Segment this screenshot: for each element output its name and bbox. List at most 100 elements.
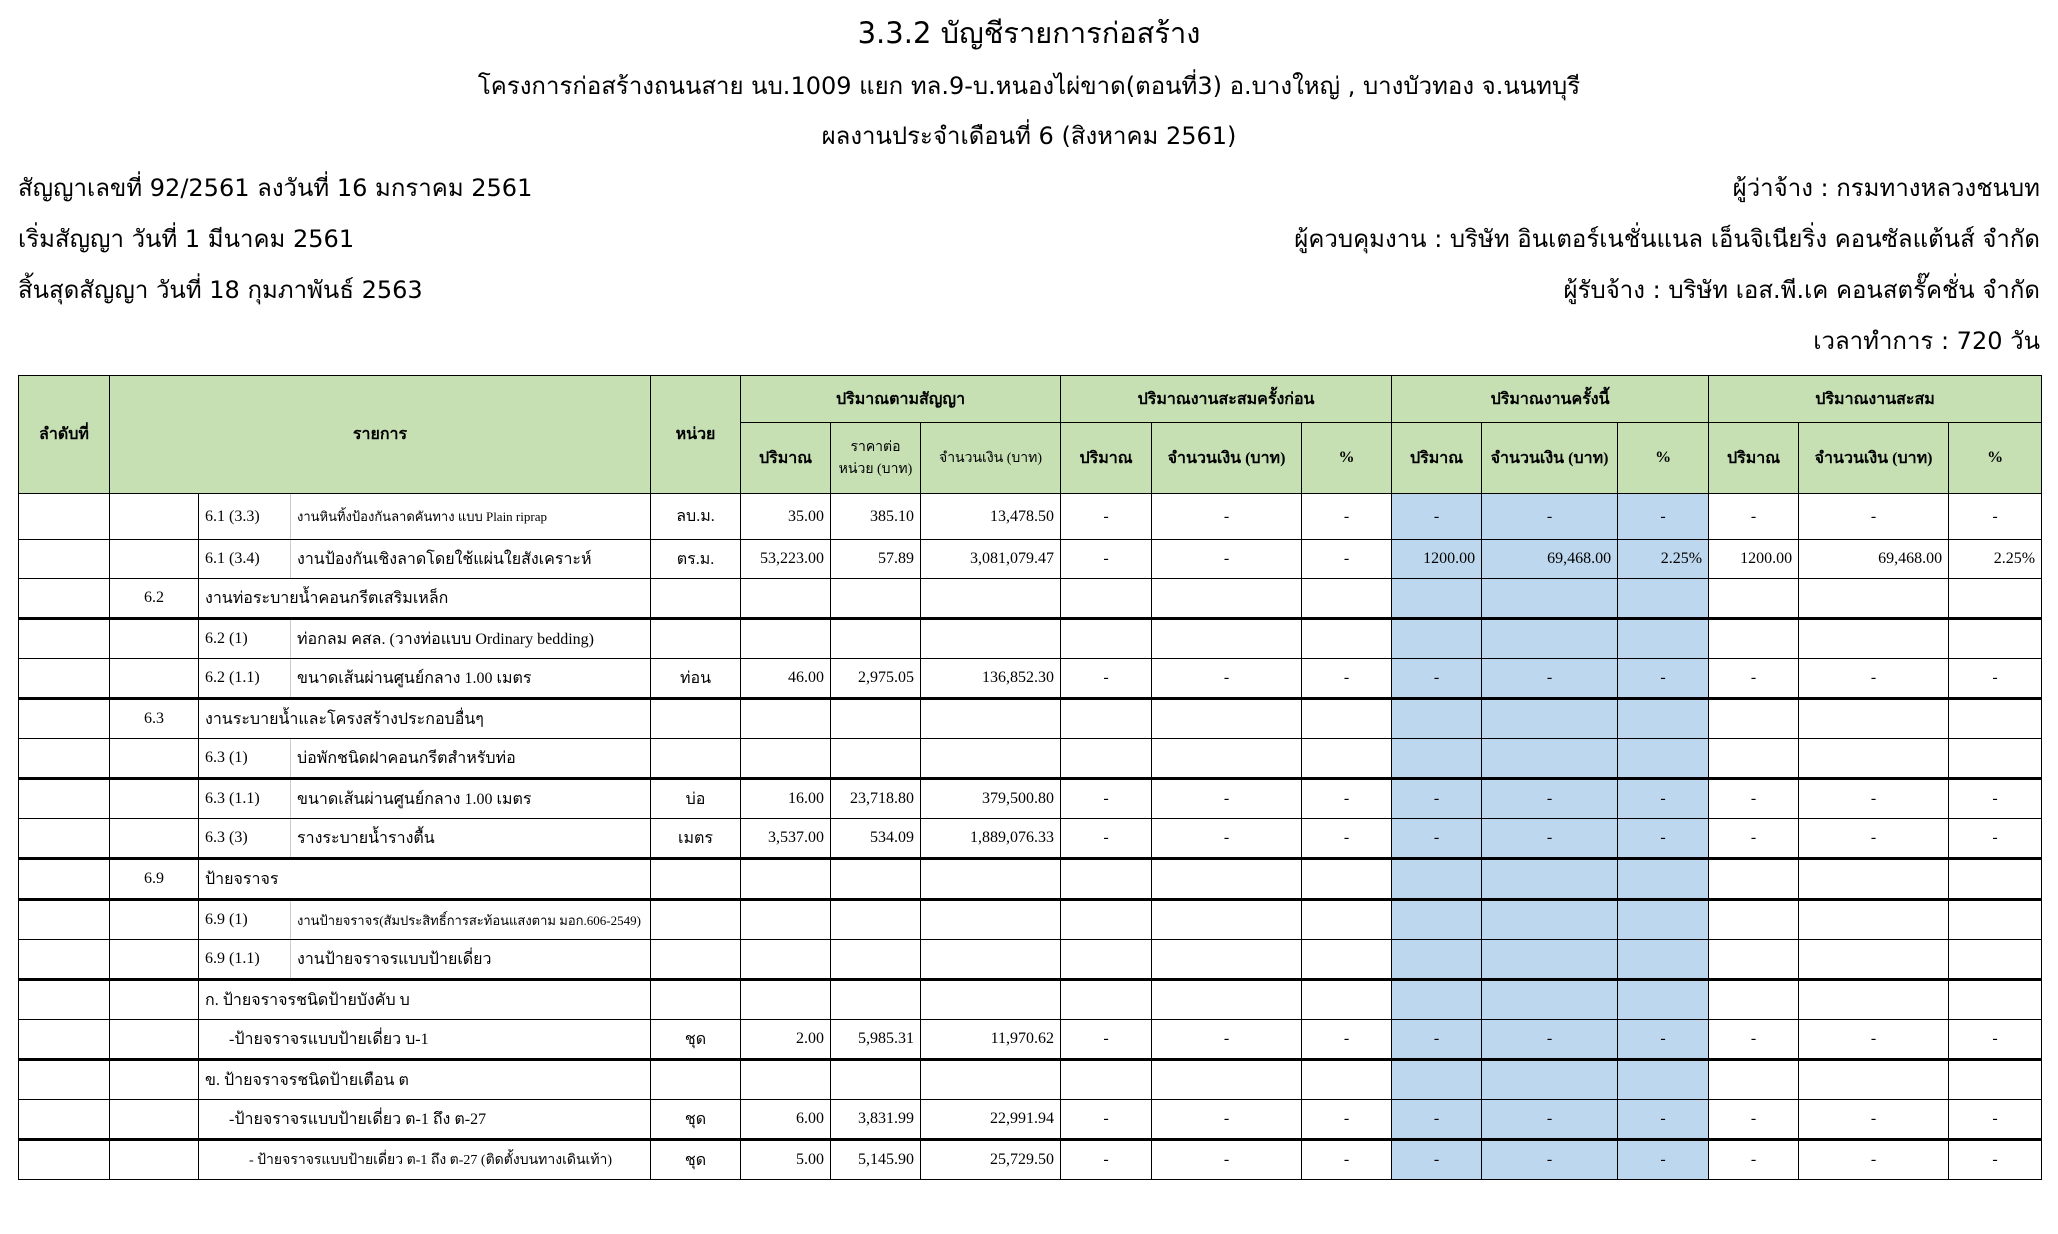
contract-qty (740, 698, 831, 739)
unit-price: 385.10 (830, 493, 921, 540)
cumulative-amount: - (1798, 658, 1950, 700)
header-amount: จำนวนเงิน (บาท) (1481, 422, 1619, 494)
header-qty: ปริมาณ (1060, 422, 1153, 494)
previous-pct: - (1301, 539, 1393, 579)
supervisor: ผู้ควบคุมงาน : บริษัท อินเตอร์เนชั่นแนล … (1294, 225, 2040, 253)
cumulative-pct: 2.25% (1948, 539, 2043, 579)
current-amount (1481, 698, 1619, 739)
contract-amount: 13,478.50 (919, 493, 1062, 540)
contract-amount: 25,729.50 (919, 1139, 1062, 1180)
contract-amount: 1,889,076.33 (919, 818, 1062, 860)
previous-qty (1060, 858, 1153, 901)
cumulative-pct: - (1948, 493, 2043, 540)
current-qty: 1200.00 (1391, 539, 1483, 579)
unit-cell: ชุด (650, 1099, 741, 1141)
contract-qty (740, 979, 831, 1020)
sub-cell (109, 979, 199, 1020)
current-pct (1617, 858, 1710, 901)
contract-qty (740, 939, 831, 981)
report-period: ผลงานประจำเดือนที่ 6 (สิงหาคม 2561) (821, 122, 1237, 150)
header-amount: จำนวนเงิน (บาท) (1151, 422, 1303, 494)
previous-pct: - (1301, 1139, 1393, 1180)
header-qty: ปริมาณ (1708, 422, 1800, 494)
contract-amount (919, 738, 1062, 780)
current-qty (1391, 899, 1483, 940)
current-qty (1391, 618, 1483, 659)
contract-amount (919, 979, 1062, 1020)
current-qty: - (1391, 1019, 1483, 1061)
item-description: งานป้ายจราจร(สัมประสิทธิ์การสะท้อนแสงตาม… (290, 899, 651, 940)
header-amount: จำนวนเงิน (บาท) (919, 422, 1062, 494)
unit-price (830, 899, 921, 940)
item-description: บ่อพักชนิดฝาคอนกรีตสำหรับท่อ (290, 738, 651, 780)
table-row: 6.2 (1) ท่อกลม คสล. (วางท่อแบบ Ordinary b… (18, 618, 2043, 659)
cumulative-qty (1708, 979, 1800, 1020)
current-qty (1391, 738, 1483, 780)
current-amount (1481, 578, 1619, 620)
previous-pct (1301, 858, 1393, 901)
current-pct (1617, 1059, 1710, 1100)
item-description: -ป้ายจราจรแบบป้ายเดี่ยว บ-1 (198, 1019, 651, 1061)
cumulative-pct (1948, 979, 2043, 1020)
contract-qty: 35.00 (740, 493, 831, 540)
order-cell (18, 778, 110, 819)
header-item: รายการ (109, 375, 651, 494)
item-description: งานท่อระบายน้ำคอนกรีตเสริมเหล็ก (198, 578, 651, 620)
order-cell (18, 899, 110, 940)
unit-cell: เมตร (650, 818, 741, 860)
table-row: 6.3 (1.1) ขนาดเส้นผ่านศูนย์กลาง 1.00 เมตร… (18, 778, 2043, 819)
employer: ผู้ว่าจ้าง : กรมทางหลวงชนบท (1732, 174, 2040, 202)
item-code: 6.9 (1) (198, 899, 291, 940)
cumulative-amount: - (1798, 1099, 1950, 1141)
current-qty: - (1391, 818, 1483, 860)
cumulative-amount: - (1798, 818, 1950, 860)
order-cell (18, 1019, 110, 1061)
previous-qty (1060, 1059, 1153, 1100)
item-code: 6.3 (3) (198, 818, 291, 860)
current-pct (1617, 738, 1710, 780)
cumulative-pct: - (1948, 658, 2043, 700)
unit-cell: ชุด (650, 1019, 741, 1061)
item-code: 6.2 (1.1) (198, 658, 291, 700)
order-cell (18, 939, 110, 981)
order-cell (18, 493, 110, 540)
contract-amount (919, 939, 1062, 981)
previous-amount: - (1151, 1139, 1303, 1180)
current-qty: - (1391, 493, 1483, 540)
cumulative-qty (1708, 578, 1800, 620)
current-amount: - (1481, 1139, 1619, 1180)
cumulative-pct: - (1948, 1099, 2043, 1141)
table-row: 6.3 (3) รางระบายน้ำรางตื้น เมตร 3,537.00 534… (18, 818, 2043, 860)
cumulative-qty (1708, 618, 1800, 659)
previous-qty (1060, 578, 1153, 620)
unit-price (830, 858, 921, 901)
contract-amount: 11,970.62 (919, 1019, 1062, 1061)
header-unit-price: ราคาต่อ หน่วย (บาท) (830, 422, 921, 494)
header-previous: ปริมาณงานสะสมครั้งก่อน (1060, 375, 1393, 423)
cumulative-amount: - (1798, 1019, 1950, 1061)
previous-qty: - (1060, 818, 1153, 860)
previous-qty (1060, 939, 1153, 981)
previous-pct (1301, 1059, 1393, 1100)
unit-price: 23,718.80 (830, 778, 921, 819)
header-amount: จำนวนเงิน (บาท) (1798, 422, 1950, 494)
cumulative-pct (1948, 1059, 2043, 1100)
header-pct: % (1301, 422, 1393, 494)
contractor: ผู้รับจ้าง : บริษัท เอส.พี.เค คอนสตรั๊คช… (1563, 276, 2040, 304)
current-pct: - (1617, 493, 1710, 540)
previous-amount (1151, 1059, 1303, 1100)
order-cell (18, 1059, 110, 1100)
unit-cell: ท่อน (650, 658, 741, 700)
cumulative-qty: - (1708, 1099, 1800, 1141)
cumulative-qty (1708, 738, 1800, 780)
previous-pct: - (1301, 493, 1393, 540)
unit-price (830, 1059, 921, 1100)
item-code: 6.3 (1) (198, 738, 291, 780)
table-row: 6.3 งานระบายน้ำและโครงสร้างประกอบอื่นๆ (18, 698, 2043, 739)
current-amount: 69,468.00 (1481, 539, 1619, 579)
item-description: ข. ป้ายจราจรชนิดป้ายเตือน ต (198, 1059, 651, 1100)
cumulative-qty: - (1708, 1019, 1800, 1061)
item-description: ขนาดเส้นผ่านศูนย์กลาง 1.00 เมตร (290, 658, 651, 700)
cumulative-pct (1948, 858, 2043, 901)
sub-cell (109, 899, 199, 940)
